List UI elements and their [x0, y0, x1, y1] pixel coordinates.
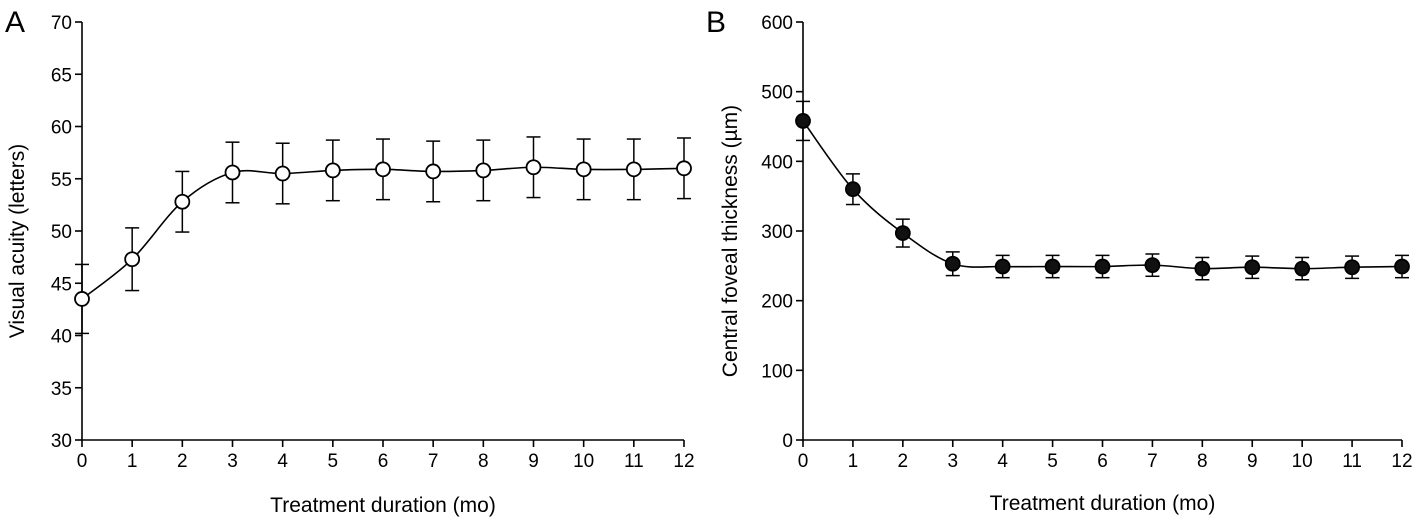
data-point: [1344, 259, 1360, 276]
data-point: [375, 161, 391, 178]
x-tick-label: 5: [1047, 451, 1058, 472]
data-point: [425, 163, 442, 180]
data-point: [944, 255, 961, 272]
x-tick-label: 0: [77, 451, 88, 472]
data-point: [575, 161, 592, 178]
x-axis-title: Treatment duration (mo): [990, 492, 1216, 515]
y-axis-title: Central foveal thickness (µm): [719, 105, 742, 377]
x-tick-label: 7: [428, 451, 439, 472]
y-tick-label: 65: [51, 65, 72, 86]
y-tick-label: 50: [51, 222, 72, 243]
data-point: [274, 165, 291, 182]
x-tick-label: 11: [624, 451, 644, 472]
y-tick-label: 40: [51, 327, 72, 348]
data-point: [174, 193, 191, 210]
x-tick-label: 3: [227, 451, 238, 472]
x-tick-label: 4: [997, 451, 1008, 472]
y-tick-label: 200: [761, 292, 793, 313]
y-tick-label: 70: [51, 13, 72, 34]
x-tick-label: 8: [1197, 451, 1208, 472]
x-tick-label: 10: [1292, 451, 1313, 472]
y-tick-label: 400: [761, 152, 793, 173]
x-tick-label: 9: [1247, 451, 1258, 472]
x-tick-label: 6: [1097, 451, 1108, 472]
y-tick-label: 300: [761, 222, 793, 243]
data-point: [894, 225, 911, 241]
data-point: [475, 162, 492, 179]
series-line: [802, 120, 1403, 270]
data-point: [1194, 260, 1211, 277]
x-tick-label: 1: [848, 451, 859, 472]
panel-letter: A: [5, 6, 25, 39]
y-tick-label: 30: [51, 431, 72, 452]
data-point: [1044, 258, 1061, 275]
data-point: [845, 181, 861, 198]
x-tick-label: 3: [947, 451, 958, 472]
x-tick-label: 2: [898, 451, 909, 472]
y-tick-label: 60: [51, 118, 72, 139]
data-point: [795, 113, 811, 129]
x-tick-label: 12: [1391, 451, 1412, 472]
x-tick-label: 5: [328, 451, 339, 472]
data-point: [1144, 257, 1161, 274]
data-point: [74, 291, 90, 307]
x-axis-title: Treatment duration (mo): [270, 494, 496, 517]
data-point: [324, 162, 341, 179]
x-tick-label: 9: [528, 451, 539, 472]
y-tick-label: 45: [51, 274, 72, 295]
x-tick-label: 6: [378, 451, 389, 472]
y-tick-label: 600: [761, 13, 793, 34]
y-tick-label: 35: [51, 379, 72, 400]
data-point: [525, 159, 542, 176]
data-point: [224, 164, 241, 181]
y-tick-label: 55: [51, 170, 72, 191]
data-point: [1394, 258, 1410, 275]
data-point: [1094, 258, 1111, 275]
x-tick-label: 2: [177, 451, 188, 472]
y-tick-label: 0: [782, 431, 793, 452]
data-point: [124, 251, 141, 268]
y-tick-label: 100: [761, 361, 793, 382]
x-tick-label: 12: [673, 451, 694, 472]
y-tick-label: 500: [761, 83, 793, 104]
data-point: [994, 258, 1011, 275]
x-tick-label: 7: [1147, 451, 1158, 472]
x-tick-label: 11: [1342, 451, 1362, 472]
y-axis-title: Visual acuity (letters): [6, 144, 29, 339]
x-tick-label: 10: [573, 451, 594, 472]
data-point: [1244, 259, 1261, 276]
data-point: [1294, 260, 1311, 277]
x-tick-label: 1: [127, 451, 138, 472]
data-point: [676, 160, 692, 177]
data-point: [625, 161, 642, 178]
x-tick-label: 8: [478, 451, 489, 472]
x-tick-label: 0: [798, 451, 809, 472]
panel-letter: B: [706, 6, 726, 39]
x-tick-label: 4: [277, 451, 288, 472]
